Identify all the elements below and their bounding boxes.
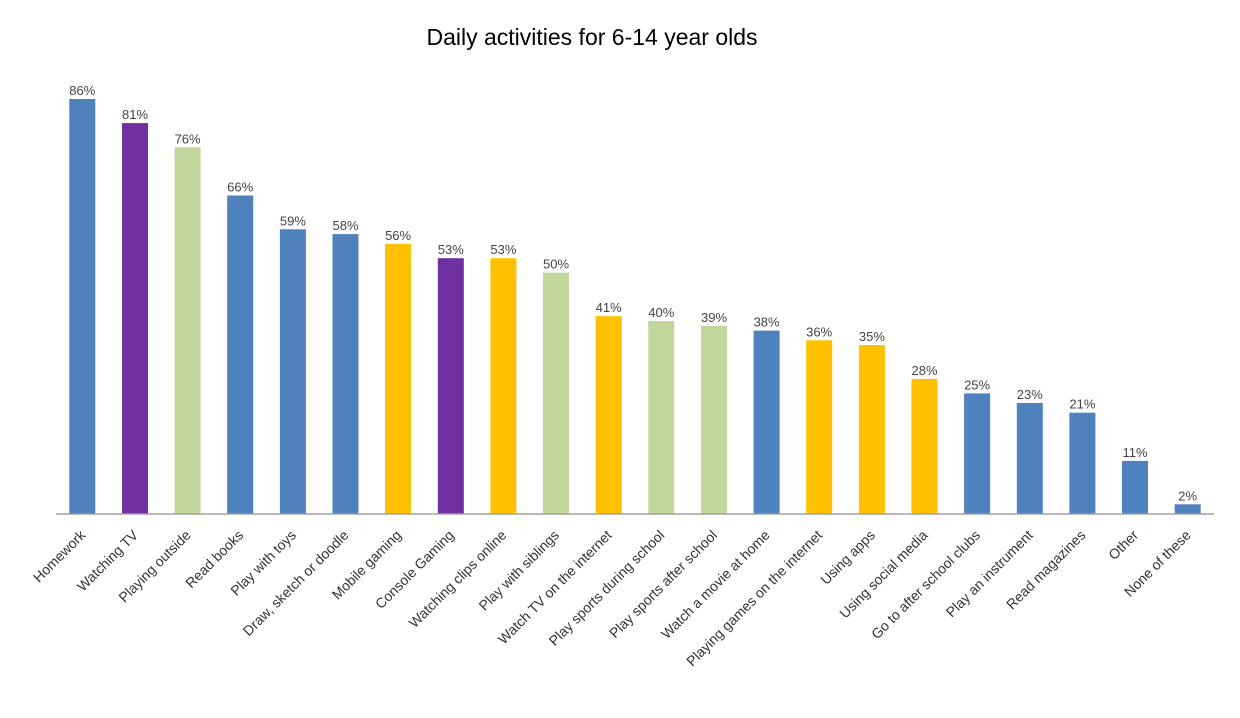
data-label-12: 39% — [701, 310, 727, 325]
bar-13 — [753, 330, 780, 514]
bar-10 — [595, 316, 622, 514]
bar-11 — [648, 321, 675, 514]
x-tick-label-20: Other — [1105, 527, 1141, 563]
bar-4 — [279, 229, 306, 515]
data-label-9: 50% — [543, 257, 569, 272]
data-label-1: 81% — [122, 107, 148, 122]
x-tick-label-8: Watching clips online — [406, 527, 510, 631]
data-label-5: 58% — [332, 218, 358, 233]
data-label-15: 35% — [859, 329, 885, 344]
bar-15 — [858, 345, 885, 514]
data-label-8: 53% — [490, 242, 516, 257]
chart-title: Daily activities for 6-14 year olds — [426, 24, 758, 50]
bar-7 — [437, 258, 464, 514]
data-label-21: 2% — [1178, 488, 1197, 503]
x-tick-label-5: Draw, sketch or doodle — [240, 527, 352, 639]
data-label-11: 40% — [648, 305, 674, 320]
bar-19 — [1069, 412, 1096, 514]
data-label-17: 25% — [964, 377, 990, 392]
bar-14 — [806, 340, 833, 514]
data-label-10: 41% — [596, 300, 622, 315]
bar-6 — [385, 243, 412, 515]
bar-20 — [1122, 460, 1148, 514]
bar-21 — [1174, 504, 1201, 514]
data-label-6: 56% — [385, 228, 411, 243]
data-label-13: 38% — [754, 315, 780, 330]
data-label-3: 66% — [227, 180, 253, 195]
data-label-20: 11% — [1122, 445, 1147, 460]
data-label-4: 59% — [280, 213, 306, 228]
bar-2 — [174, 147, 201, 515]
data-label-18: 23% — [1017, 387, 1043, 402]
data-label-2: 76% — [175, 131, 201, 146]
bar-8 — [490, 258, 517, 514]
bar-16 — [911, 378, 938, 514]
data-label-14: 36% — [806, 324, 832, 339]
bar-12 — [701, 325, 727, 514]
bar-5 — [332, 234, 359, 514]
x-tick-label-16: Using social media — [836, 527, 931, 622]
bar-0 — [69, 99, 96, 514]
bar-17 — [964, 393, 991, 514]
data-label-0: 86% — [69, 83, 95, 98]
bar-3 — [227, 195, 254, 514]
bar-18 — [1016, 403, 1043, 514]
data-label-7: 53% — [438, 242, 464, 257]
bar-9 — [543, 272, 569, 514]
data-label-16: 28% — [911, 363, 937, 378]
data-label-19: 21% — [1069, 397, 1095, 412]
bar-1 — [122, 123, 148, 514]
